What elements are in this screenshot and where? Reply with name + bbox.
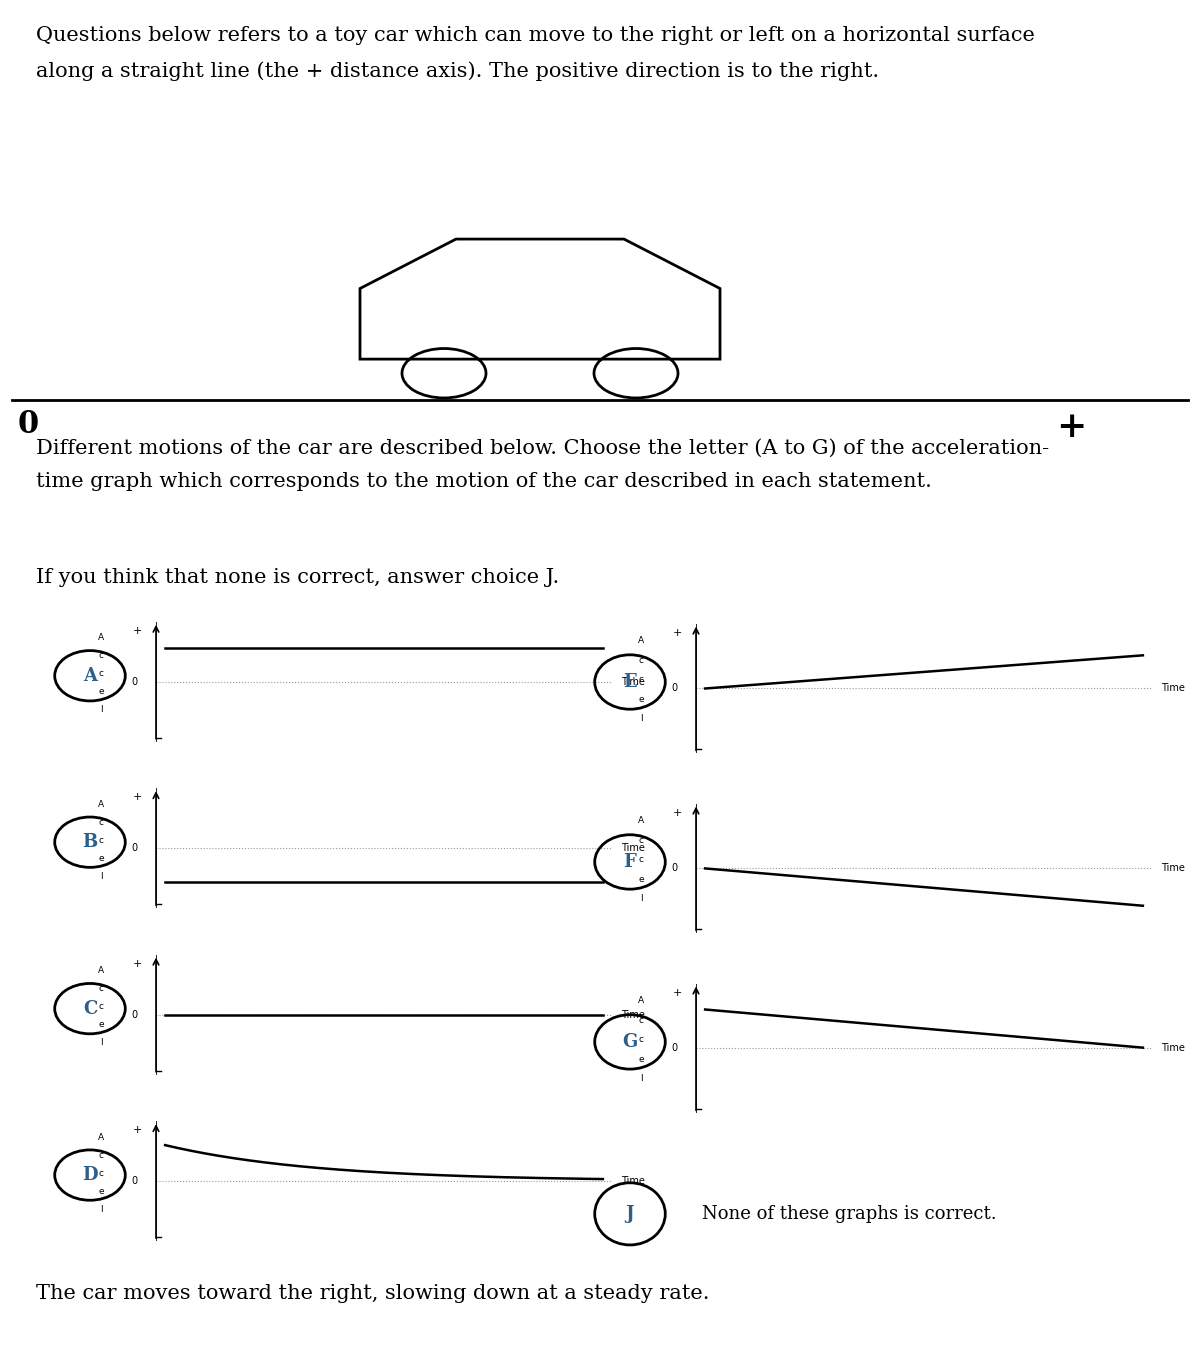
Text: J: J [625,1205,635,1223]
Text: c: c [98,651,103,660]
Text: The car moves toward the right, slowing down at a steady rate.: The car moves toward the right, slowing … [36,1283,709,1303]
Text: 0: 0 [132,1176,138,1186]
Text: 0: 0 [132,843,138,853]
Text: c: c [98,818,103,827]
Text: c: c [638,656,643,664]
Text: Time: Time [622,1176,644,1186]
Text: Time: Time [622,677,644,687]
Text: D: D [82,1166,98,1184]
Text: c: c [98,985,103,993]
Text: l: l [100,705,102,714]
Text: A: A [98,800,104,808]
Text: G: G [623,1033,637,1050]
Text: A: A [638,636,644,646]
Text: 0: 0 [672,863,678,873]
Text: B: B [83,833,97,851]
Text: c: c [638,855,643,865]
Text: 0: 0 [18,409,40,440]
Text: c: c [98,670,103,678]
Text: e: e [638,1054,644,1064]
Text: A: A [638,816,644,826]
Text: E: E [623,672,637,691]
Text: l: l [640,714,642,724]
Text: Time: Time [622,1010,644,1020]
Text: +: + [673,989,683,998]
Text: c: c [638,1036,643,1044]
Text: l: l [100,1038,102,1048]
Text: A: A [98,966,104,975]
Text: c: c [638,1015,643,1025]
Text: c: c [98,835,103,845]
Text: e: e [638,874,644,884]
Text: None of these graphs is correct.: None of these graphs is correct. [702,1205,997,1223]
Text: c: c [638,835,643,845]
Text: +: + [133,1126,143,1135]
Text: Different motions of the car are described below. Choose the letter (A to G) of : Different motions of the car are describ… [36,438,1049,491]
Text: c: c [98,1150,103,1159]
Text: If you think that none is correct, answer choice J.: If you think that none is correct, answe… [36,568,559,586]
Text: F: F [624,853,636,872]
Text: c: c [638,675,643,685]
Text: e: e [98,687,104,697]
Text: c: c [98,1169,103,1178]
Text: e: e [98,1020,104,1029]
Text: A: A [638,997,644,1005]
Text: l: l [100,1205,102,1213]
Text: +: + [133,792,143,802]
Text: +: + [133,959,143,968]
Text: 0: 0 [132,677,138,687]
Text: Time: Time [622,843,644,853]
Text: Questions below refers to a toy car which can move to the right or left on a hor: Questions below refers to a toy car whic… [36,26,1034,81]
Text: 0: 0 [132,1010,138,1020]
Text: +: + [133,625,143,636]
Text: Time: Time [1162,683,1184,694]
Text: A: A [98,633,104,643]
Text: A: A [83,667,97,685]
Text: +: + [1056,410,1086,444]
Text: l: l [640,1075,642,1083]
Text: c: c [98,1002,103,1011]
Text: 0: 0 [672,1044,678,1053]
Text: e: e [98,1186,104,1196]
Text: C: C [83,999,97,1018]
Text: e: e [98,854,104,862]
Text: l: l [640,894,642,902]
Text: +: + [673,808,683,818]
Text: Time: Time [1162,1044,1184,1053]
Text: +: + [673,628,683,638]
Text: Time: Time [1162,863,1184,873]
Text: e: e [638,695,644,703]
Text: l: l [100,872,102,881]
Text: 0: 0 [672,683,678,694]
Text: A: A [98,1132,104,1142]
